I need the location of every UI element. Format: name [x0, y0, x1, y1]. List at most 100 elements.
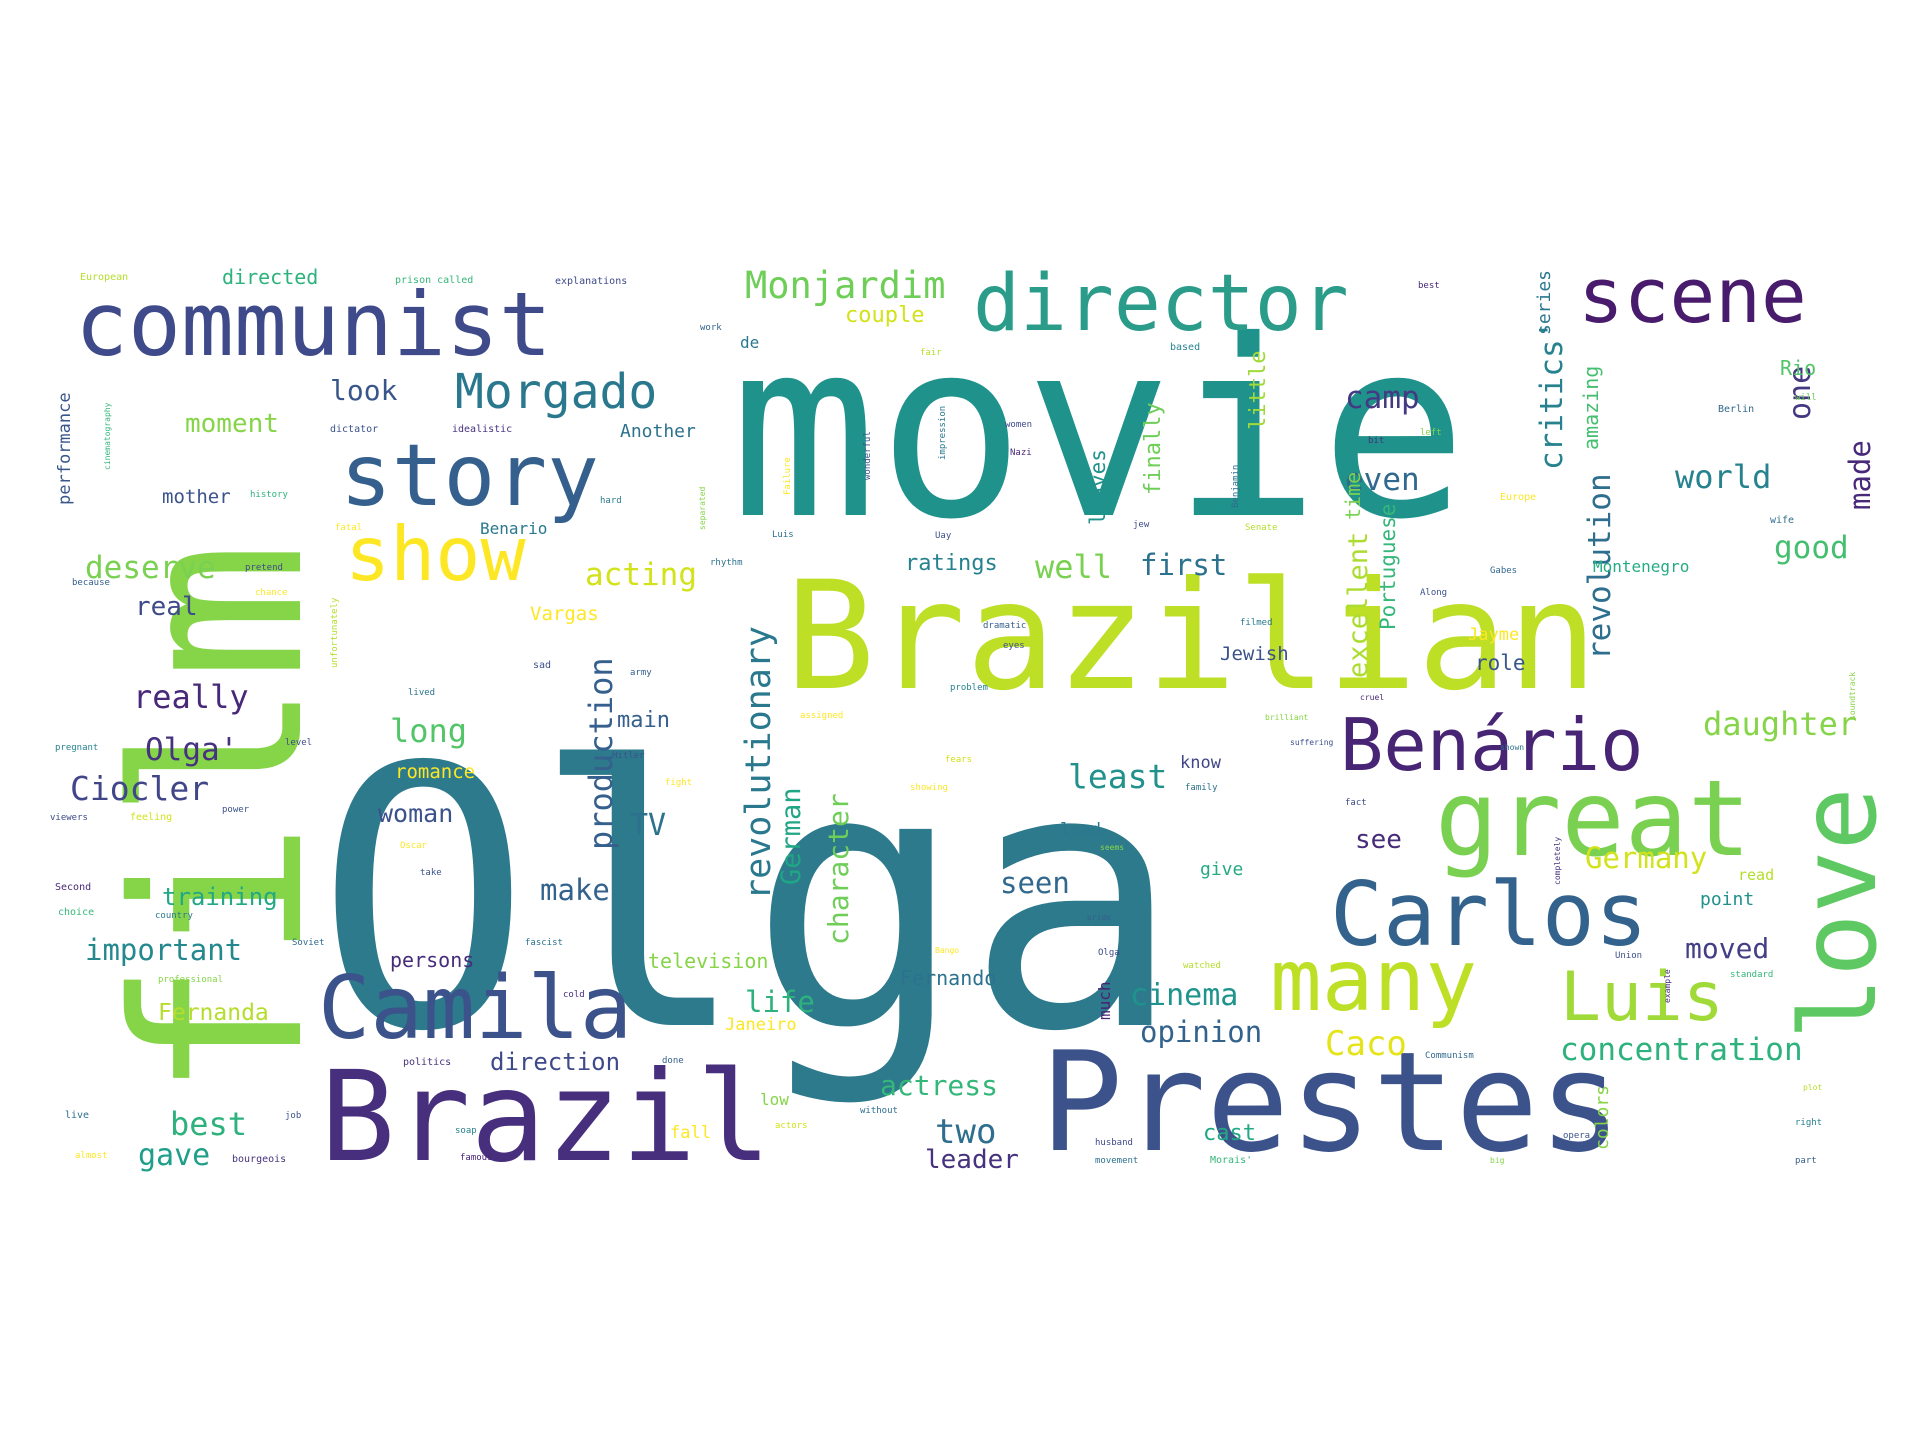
cloud-word-director: director	[973, 259, 1349, 349]
cloud-word-direction: direction	[490, 1048, 620, 1076]
cloud-word-daughter: daughter	[1703, 705, 1857, 743]
cloud-word-example: example	[1663, 969, 1672, 1003]
cloud-word-seems: seems	[1100, 843, 1124, 852]
cloud-word-leader: leader	[925, 1145, 1019, 1175]
cloud-word-soviet: Soviet	[292, 938, 325, 948]
cloud-word-work: work	[700, 323, 722, 333]
cloud-word-fact: fact	[1345, 798, 1367, 808]
cloud-word-dramatic: dramatic	[983, 621, 1026, 631]
cloud-word-pretend: pretend	[245, 563, 283, 573]
cloud-word-unfortunately: unfortunately	[330, 597, 340, 668]
cloud-word-right: right	[1795, 1118, 1822, 1128]
cloud-word-critics: critics'	[1534, 321, 1570, 470]
cloud-word-made: made	[1843, 440, 1877, 510]
cloud-word-ratings: ratings	[905, 551, 998, 576]
cloud-word-life: life	[745, 985, 815, 1019]
cloud-word-role: role	[1475, 651, 1526, 675]
cloud-word-explanations: explanations	[555, 276, 627, 287]
cloud-word-performance: performance	[55, 392, 75, 505]
cloud-word-revolutionary: revolutionary	[739, 626, 779, 900]
cloud-word-communist: communist	[75, 273, 552, 376]
cloud-word-acting: acting	[585, 557, 697, 593]
cloud-word-revolution: revolution	[1582, 473, 1618, 660]
cloud-word-vargas: Vargas	[530, 603, 599, 625]
cloud-word-best: best	[170, 1105, 247, 1143]
cloud-word-prison-called: prison called	[395, 275, 473, 286]
cloud-word-cinema: cinema	[1130, 978, 1238, 1013]
cloud-word-filmed: filmed	[1240, 618, 1273, 628]
cloud-word-main: main	[617, 708, 670, 733]
cloud-word-watched: watched	[1183, 961, 1221, 971]
cloud-word-level: level	[285, 738, 312, 748]
cloud-word-even: even	[1345, 462, 1420, 498]
cloud-word-country: country	[155, 911, 194, 921]
cloud-word-prestes: Prestes	[1040, 1022, 1622, 1183]
cloud-word-amazing: amazing	[1579, 366, 1603, 450]
cloud-word-cruel: cruel	[1360, 693, 1384, 702]
cloud-word-feeling: feeling	[130, 812, 172, 823]
cloud-word-separated: separated	[698, 486, 707, 530]
cloud-word-dictator: dictator	[330, 424, 378, 435]
cloud-word-carlos: Carlos	[1330, 863, 1648, 966]
cloud-word-failure: Failure	[783, 457, 793, 495]
cloud-word-cast: cast	[1203, 1121, 1256, 1146]
cloud-word-lived: lived	[408, 688, 435, 698]
cloud-word-really: really	[133, 678, 249, 716]
cloud-word-soap: soap	[455, 1126, 477, 1136]
cloud-word-scene: scene	[1578, 251, 1807, 340]
cloud-word-second: Second	[55, 882, 91, 893]
cloud-word-camila: Camila	[318, 957, 632, 1059]
cloud-word-moved: moved	[1685, 932, 1769, 965]
cloud-word-important: important	[85, 933, 242, 967]
cloud-word-sad: sad	[533, 660, 551, 671]
cloud-word-best: best	[1418, 281, 1440, 291]
cloud-word-impression: impression	[938, 406, 948, 460]
cloud-word-soundtrack: soundtrack	[1848, 672, 1857, 720]
cloud-word-one: one	[1783, 366, 1818, 420]
cloud-word-good: good	[1774, 530, 1849, 566]
cloud-word-look: look	[330, 374, 398, 407]
cloud-word-rhythm: rhythm	[710, 558, 743, 568]
cloud-word-low: low	[760, 1090, 789, 1109]
cloud-word-olga: Olga'	[145, 732, 238, 768]
cloud-word-take: take	[420, 868, 442, 878]
cloud-word-concentration: concentration	[1560, 1032, 1803, 1068]
cloud-word-power: power	[222, 805, 250, 815]
cloud-word-husband: husband	[1095, 1138, 1133, 1148]
cloud-word-idealistic: idealistic	[452, 424, 512, 435]
cloud-word-production: production	[582, 657, 620, 850]
cloud-word-mother: mother	[162, 486, 231, 508]
cloud-word-ciocler: Ciocler	[70, 769, 209, 808]
cloud-word-done: done	[662, 1056, 684, 1066]
cloud-word-show: show	[345, 510, 526, 598]
cloud-word-make: make	[540, 873, 610, 907]
cloud-word-brazil: Brazil	[320, 1045, 772, 1190]
cloud-word-uay: Uay	[935, 531, 952, 541]
cloud-word-read: read	[1738, 866, 1774, 884]
cloud-word-character: character	[822, 793, 855, 945]
cloud-word-because: because	[72, 578, 110, 588]
cloud-word-movement: movement	[1095, 1156, 1138, 1166]
cloud-word-cold: cold	[563, 990, 585, 1000]
cloud-word-camp: camp	[1345, 380, 1420, 416]
cloud-word-two: two	[935, 1112, 996, 1152]
cloud-word-bit: bit	[1368, 436, 1384, 446]
cloud-word-television: television	[648, 949, 768, 973]
cloud-word-pregnant: pregnant	[55, 743, 98, 753]
cloud-word-actress: actress	[880, 1069, 998, 1102]
cloud-word-well: well	[1035, 548, 1112, 586]
cloud-word-caco: Caco	[1325, 1024, 1407, 1064]
cloud-word-standard: standard	[1730, 970, 1773, 980]
cloud-word-opera: opera	[1563, 1131, 1590, 1141]
cloud-word-fall: fall	[670, 1123, 711, 1143]
cloud-word-series: series	[1534, 270, 1555, 335]
cloud-word-time: time	[1341, 472, 1365, 520]
cloud-word-jewish: Jewish	[1220, 643, 1289, 665]
cloud-word-portuguese: Portuguese	[1376, 504, 1400, 630]
cloud-word-opinion: opinion	[1140, 1015, 1262, 1049]
cloud-word-gabes: Gabes	[1490, 566, 1517, 576]
cloud-word-luis: Luis	[772, 530, 794, 540]
cloud-word-directed: directed	[222, 265, 318, 289]
cloud-word-choice: choice	[58, 907, 94, 918]
cloud-word-see: see	[1355, 825, 1402, 855]
